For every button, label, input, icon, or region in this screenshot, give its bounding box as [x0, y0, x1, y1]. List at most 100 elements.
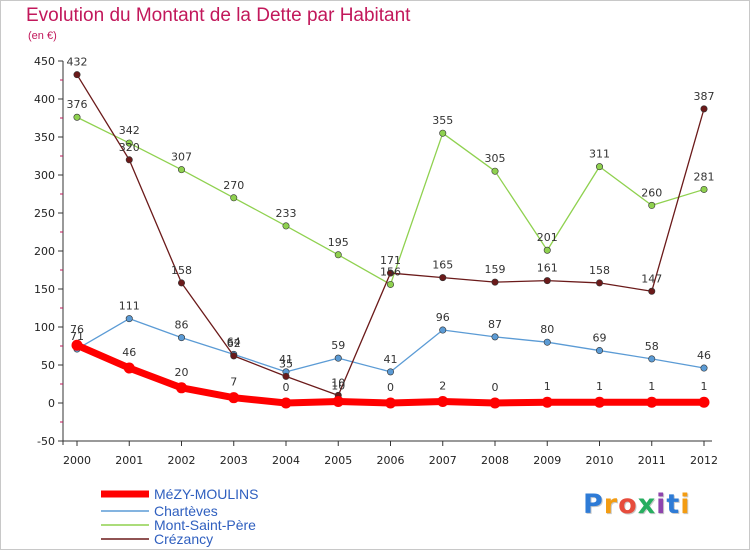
data-point: [491, 278, 499, 286]
data-label: 64: [227, 335, 241, 348]
y-tick-label: 50: [41, 359, 55, 372]
logo-letter: P: [583, 489, 604, 520]
data-point: [700, 364, 708, 372]
logo-letter: i: [680, 489, 691, 520]
data-point: [491, 167, 499, 175]
data-label: 0: [492, 381, 499, 394]
data-point: [125, 315, 133, 323]
data-label: 1: [648, 380, 655, 393]
data-point: [71, 339, 83, 351]
legend-label: Mont-Saint-Père: [154, 517, 256, 533]
x-tick-label: 2009: [533, 454, 561, 467]
data-point: [386, 280, 394, 288]
logo-letter: o: [618, 489, 638, 520]
y-tick-label: 200: [34, 245, 55, 258]
y-tick-label: 450: [34, 55, 55, 68]
logo-letter: x: [637, 489, 657, 520]
data-point: [491, 333, 499, 341]
data-label: 281: [694, 170, 715, 183]
x-tick-label: 2001: [115, 454, 143, 467]
data-label: 59: [331, 339, 345, 352]
data-point: [230, 352, 238, 360]
data-label: 76: [70, 323, 84, 336]
data-label: 1: [544, 380, 551, 393]
data-label: 58: [645, 340, 659, 353]
data-point: [648, 201, 656, 209]
data-label: 69: [593, 332, 607, 345]
data-label: 0: [387, 381, 394, 394]
logo-letter: r: [603, 489, 619, 520]
data-point: [178, 279, 186, 287]
x-tick-label: 2005: [324, 454, 352, 467]
x-tick-label: 2011: [638, 454, 666, 467]
y-tick-label: 150: [34, 283, 55, 296]
data-label: 260: [641, 186, 662, 199]
data-point: [543, 277, 551, 285]
data-point: [123, 362, 135, 374]
data-label: 158: [589, 264, 610, 277]
x-tick-label: 2007: [429, 454, 457, 467]
data-label: 41: [384, 353, 398, 366]
data-point: [646, 396, 658, 408]
x-tick-label: 2003: [220, 454, 248, 467]
data-label: 159: [485, 263, 506, 276]
data-label: 71: [70, 330, 84, 343]
data-point: [543, 246, 551, 254]
data-label: 111: [119, 300, 140, 313]
chart-title: Evolution du Montant de la Dette par Hab…: [26, 5, 411, 26]
y-tick-label: 250: [34, 207, 55, 220]
data-point: [386, 368, 394, 376]
data-point: [282, 222, 290, 230]
data-point: [595, 163, 603, 171]
legend-label: Crézancy: [154, 531, 213, 547]
data-point: [595, 347, 603, 355]
data-label: 10: [331, 376, 345, 389]
y-tick-label: 100: [34, 321, 55, 334]
data-label: 96: [436, 311, 450, 324]
data-label: 7: [230, 376, 237, 389]
data-label: 307: [171, 151, 192, 164]
data-label: 62: [227, 337, 241, 350]
data-point: [437, 395, 449, 407]
x-tick-label: 2008: [481, 454, 509, 467]
data-label: 233: [276, 207, 297, 220]
y-tick-label: 400: [34, 93, 55, 106]
x-tick-label: 2012: [690, 454, 718, 467]
data-point: [73, 113, 81, 121]
data-point: [439, 326, 447, 334]
data-point: [282, 372, 290, 380]
data-label: 355: [432, 114, 453, 127]
data-point: [489, 397, 501, 409]
data-label: 158: [171, 264, 192, 277]
data-point: [541, 396, 553, 408]
data-label: 270: [223, 179, 244, 192]
proxiti-logo: Proxiti: [583, 489, 691, 520]
data-point: [334, 251, 342, 259]
y-tick-label: 0: [48, 397, 55, 410]
y-tick-label: 350: [34, 131, 55, 144]
legend-label: Chartèves: [154, 503, 218, 519]
y-tick-label: -50: [37, 435, 55, 448]
data-label: 10: [331, 379, 345, 392]
data-point: [594, 396, 605, 408]
data-point: [386, 269, 394, 277]
data-point: [228, 392, 240, 404]
data-point: [332, 395, 344, 407]
data-point: [439, 274, 447, 282]
data-label: 0: [283, 381, 290, 394]
data-label: 1: [701, 380, 708, 393]
x-tick-label: 2002: [168, 454, 196, 467]
data-point: [125, 156, 133, 164]
data-label: 376: [67, 98, 88, 111]
data-point: [230, 194, 238, 202]
x-tick-label: 2004: [272, 454, 300, 467]
series-line: [76, 74, 705, 397]
x-tick-label: 2000: [63, 454, 91, 467]
data-point: [648, 355, 656, 363]
data-label: 2: [439, 379, 446, 392]
legend-label: MéZY-MOULINS: [154, 486, 259, 502]
data-label: 156: [380, 265, 401, 278]
logo-letter: t: [666, 489, 681, 520]
data-point: [73, 71, 81, 79]
x-tick-label: 2010: [586, 454, 614, 467]
